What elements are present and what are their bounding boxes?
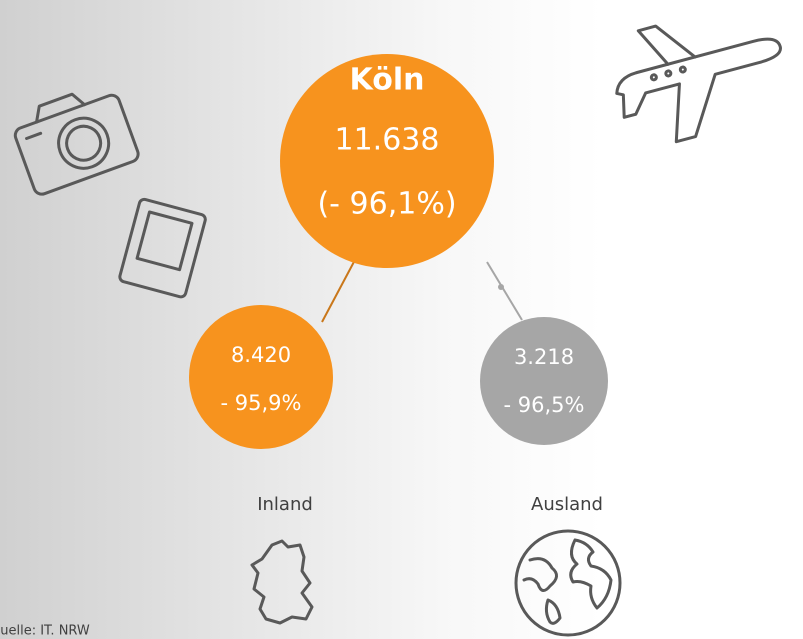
plane-icon — [615, 24, 782, 144]
camera-icon — [13, 92, 140, 196]
ausland-label: Ausland — [531, 494, 603, 515]
inland-label: Inland — [257, 494, 313, 515]
globe-icon — [514, 529, 622, 637]
germany-icon — [250, 539, 314, 625]
center-change: (- 96,1%) — [317, 187, 456, 222]
connector-left — [321, 257, 357, 323]
source: Quelle: IT. NRW — [0, 624, 90, 639]
ausland-value: 3.218 — [514, 345, 574, 369]
inland-circle — [189, 305, 333, 449]
connector-right — [486, 261, 523, 321]
center-value: 11.638 — [335, 123, 440, 158]
center-title: Köln — [350, 63, 425, 98]
photo-icon — [118, 197, 207, 299]
inland-value: 8.420 — [231, 343, 291, 367]
connector-dot — [498, 284, 504, 290]
ausland-circle — [480, 317, 608, 445]
center-circle — [280, 54, 494, 268]
ausland-change: - 96,5% — [504, 393, 585, 417]
inland-change: - 95,9% — [221, 391, 302, 415]
